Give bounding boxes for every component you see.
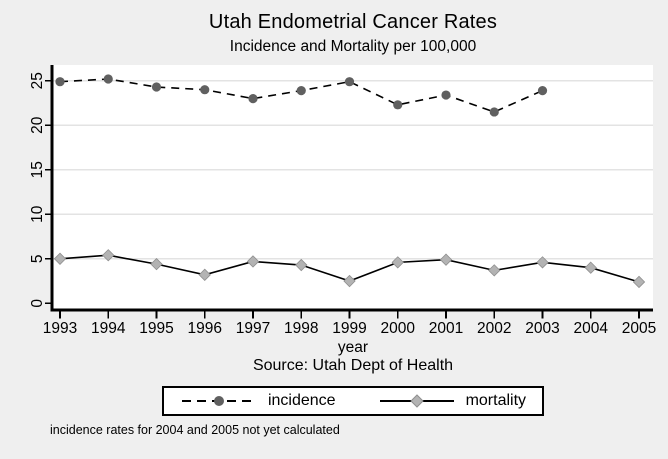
marker-mortality (343, 274, 356, 288)
plot-area (53, 65, 653, 310)
x-tick-label: 1999 (332, 320, 366, 337)
x-tick-label: 1998 (284, 320, 318, 337)
marker-mortality (584, 261, 597, 274)
marker-mortality (632, 275, 646, 289)
x-tick-label: 1994 (91, 320, 126, 337)
marker-incidence (103, 74, 113, 84)
y-tick-label: 20 (29, 116, 46, 134)
y-tick-label: 10 (29, 205, 46, 223)
marker-incidence (55, 77, 65, 87)
x-tick-label: 2001 (429, 320, 463, 337)
marker-incidence (200, 85, 210, 95)
x-tick-label: 1997 (236, 320, 270, 337)
marker-incidence (441, 90, 451, 100)
x-tick-label: 2003 (525, 320, 559, 337)
y-tick-label: 0 (29, 299, 46, 308)
legend-label-mortality: mortality (465, 392, 527, 409)
marker-incidence (489, 107, 499, 117)
legend-item-mortality: mortality (378, 392, 526, 410)
source-note: Source: Utah Dept of Health (252, 357, 454, 374)
x-tick-label: 2000 (381, 320, 416, 337)
marker-mortality (150, 257, 163, 271)
marker-incidence (393, 100, 403, 110)
x-tick-label: 1995 (139, 320, 173, 337)
marker-incidence (296, 85, 306, 96)
y-tick-label: 15 (29, 161, 46, 178)
x-tick-label: 2004 (574, 320, 609, 337)
marker-incidence (537, 85, 548, 96)
y-tick-label: 5 (29, 254, 46, 263)
footnote: incidence rates for 2004 and 2005 not ye… (50, 423, 340, 437)
marker-mortality (198, 268, 211, 281)
marker-mortality (53, 252, 67, 265)
x-tick-label: 1993 (43, 320, 77, 337)
marker-incidence (248, 94, 258, 104)
legend-sample-marker-incidence (213, 396, 224, 406)
marker-incidence (151, 82, 162, 92)
legend-item-incidence: incidence (180, 392, 336, 410)
legend-label-incidence: incidence (267, 392, 336, 409)
legend-sample-marker-mortality (409, 394, 424, 408)
incidence-line-sample-icon (181, 396, 256, 406)
x-axis-title: year (337, 339, 369, 356)
legend-box: incidence mortality (161, 386, 545, 416)
marker-mortality (536, 256, 549, 269)
legend: incidence mortality (53, 386, 653, 416)
x-tick-label: 1996 (188, 320, 222, 337)
marker-mortality (246, 255, 260, 268)
x-tick-label: 2005 (622, 320, 656, 337)
chart-title: Utah Endometrial Cancer Rates (208, 11, 498, 33)
marker-mortality (295, 258, 308, 272)
x-tick-label: 2002 (477, 320, 511, 337)
chart-subtitle: Incidence and Mortality per 100,000 (229, 38, 477, 55)
marker-incidence (344, 77, 355, 87)
marker-mortality (102, 249, 115, 262)
marker-mortality (439, 253, 453, 266)
y-tick-label: 25 (29, 72, 46, 89)
mortality-line-sample-icon (379, 394, 454, 408)
marker-mortality (391, 256, 404, 269)
marker-mortality (488, 264, 501, 277)
